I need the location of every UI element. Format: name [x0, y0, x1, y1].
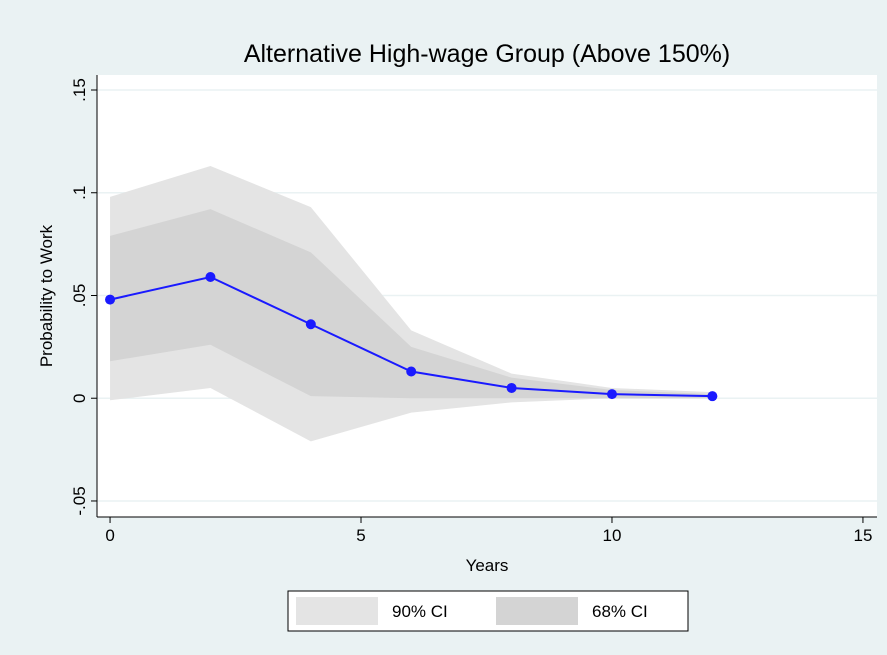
legend-swatch [296, 597, 378, 625]
marker [205, 271, 216, 282]
x-tick-label: 0 [105, 526, 114, 545]
x-axis-title: Years [466, 556, 509, 575]
y-axis-title: Probability to Work [37, 224, 56, 367]
y-tick-label: .1 [70, 186, 89, 200]
y-tick-label: .05 [70, 284, 89, 308]
marker [606, 389, 617, 400]
x-tick-label: 15 [853, 526, 872, 545]
y-tick-label: 0 [70, 393, 89, 402]
x-tick-label: 10 [603, 526, 622, 545]
marker [305, 319, 316, 330]
y-tick-label: .15 [70, 78, 89, 102]
legend-label: 90% CI [392, 602, 448, 621]
legend-swatch [496, 597, 578, 625]
y-tick-label: -.05 [70, 486, 89, 515]
marker [707, 391, 718, 402]
marker [506, 382, 517, 393]
chart-title: Alternative High-wage Group (Above 150%) [244, 40, 730, 68]
marker [105, 294, 116, 305]
legend-label: 68% CI [592, 602, 648, 621]
ci-band [110, 209, 713, 399]
x-tick-label: 5 [356, 526, 365, 545]
marker [406, 366, 417, 377]
